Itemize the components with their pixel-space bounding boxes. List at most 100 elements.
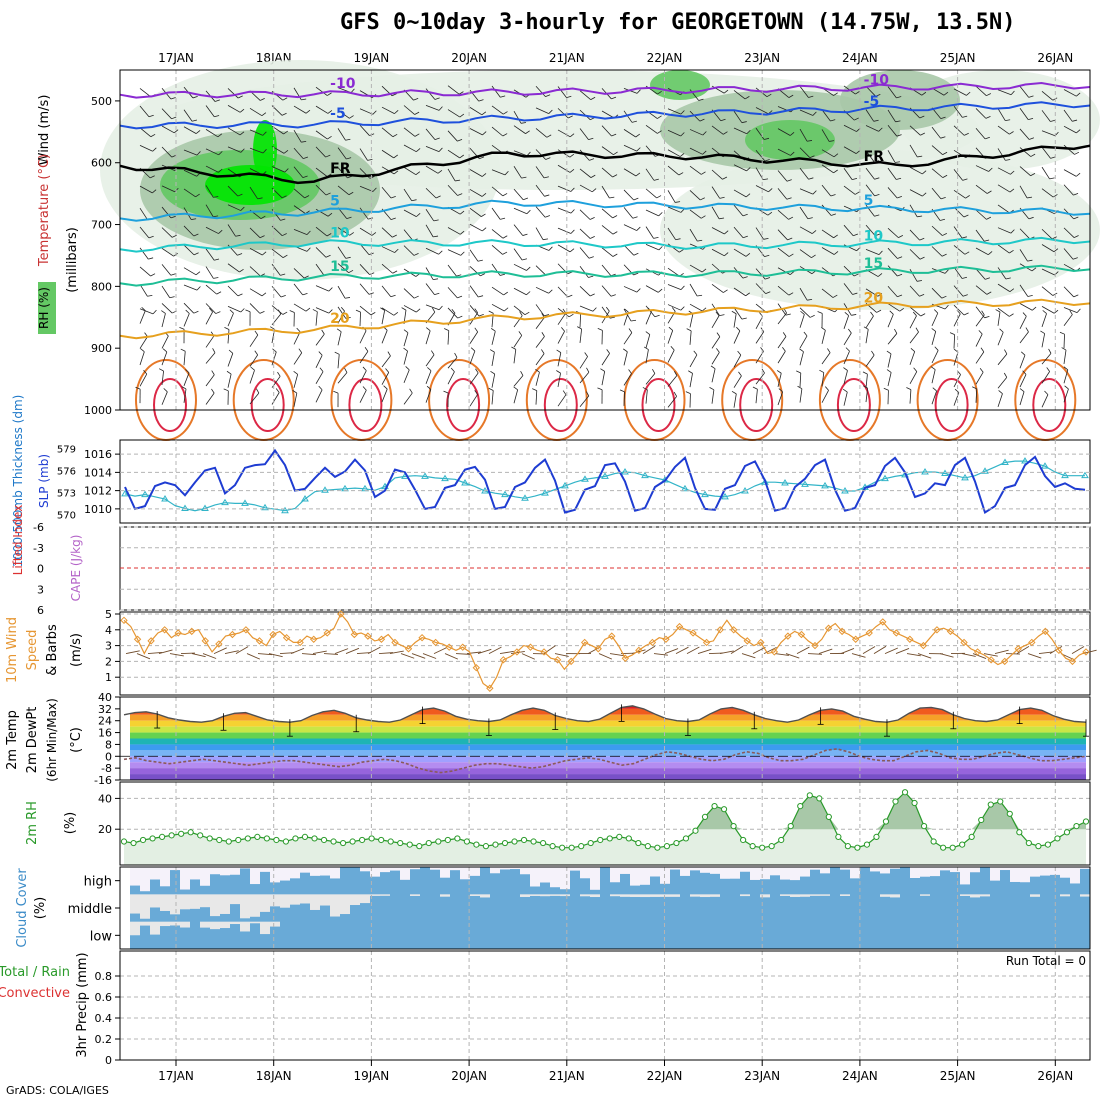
cloud-ylabel-a: Cloud Cover [15, 868, 30, 948]
cloud-clear-block [800, 867, 810, 877]
cloud-clear-block [410, 894, 420, 896]
wind-barb [425, 224, 434, 238]
wind-barb [601, 264, 612, 276]
wind-barb-flag [610, 316, 616, 319]
wind-barb-flag [827, 348, 831, 353]
wind-barb-flag [345, 138, 351, 141]
wind-barb [403, 392, 413, 405]
wind-barb-flag [392, 133, 398, 138]
wind-barb-flag [658, 288, 663, 293]
thickness-point [221, 498, 229, 506]
rh2m-point [359, 836, 366, 844]
wind-barb-flag [569, 169, 575, 173]
wind-barb-flag [833, 251, 839, 255]
wind-barb-flag [303, 275, 309, 279]
cloud-clear-block [130, 894, 140, 914]
wind10-barb [499, 650, 514, 655]
wind-barb-flag [196, 286, 201, 291]
wind10-point [973, 648, 982, 656]
cloud-clear-block [470, 867, 480, 876]
wind-barb-flag [435, 195, 441, 199]
wind-barb [667, 349, 675, 363]
wind-barb [183, 244, 195, 256]
wind-barb [799, 188, 814, 195]
wind-barb [513, 349, 517, 364]
cloud-clear-block [650, 894, 660, 897]
wind10-barb [730, 645, 744, 654]
wind-barb [1019, 374, 1027, 388]
cloud-clear-block [260, 921, 270, 935]
wind-barb [667, 149, 681, 157]
wind-barb-flag [214, 99, 220, 102]
wind-barb [183, 225, 195, 237]
wind-barb-flag [916, 280, 923, 282]
contour-label: 20 [330, 311, 350, 327]
wind10-barb [246, 653, 261, 660]
wind-barb [755, 283, 766, 294]
wind10-point [784, 632, 792, 640]
wind-barb-flag [722, 176, 728, 180]
wind-barb [425, 165, 439, 174]
cloud-clear-block [540, 894, 550, 897]
cloud-clear-block [820, 894, 830, 896]
wind-barb-flag [679, 153, 685, 157]
bottom-date-label: 26JAN [1037, 1069, 1073, 1083]
cloud-clear-block [300, 894, 310, 904]
wind10-point [906, 635, 914, 643]
wind10-barb [301, 653, 316, 656]
wind-barb-flag [556, 349, 562, 353]
wind-barb-flag [789, 132, 795, 136]
cloud-clear-block [320, 867, 330, 876]
top-date-label: 24JAN [842, 51, 878, 65]
wind-barb [953, 169, 963, 181]
wind-barb [315, 307, 330, 314]
cloud-clear-block [130, 867, 140, 886]
wind-barb-flag [898, 235, 904, 238]
wind-barb [909, 166, 923, 175]
wind10-point [228, 630, 237, 639]
wind-barb [491, 169, 506, 176]
slp-tick-label: 1012 [84, 485, 112, 498]
thickness-point [121, 489, 129, 497]
wind-barb [997, 148, 1006, 161]
wind-barb [535, 372, 540, 386]
wind-barb-flag [240, 148, 245, 153]
wind-barb-flag [502, 133, 508, 137]
thickness-point [781, 478, 789, 486]
wind-barb-flag [239, 131, 245, 136]
wind-barb-flag [369, 176, 375, 179]
wind-barb-flag [910, 347, 915, 352]
wind-barb-flag [678, 172, 684, 176]
wind-barb-flag [731, 310, 737, 315]
thickness-point [681, 484, 689, 492]
wind-barb [1041, 305, 1055, 314]
wind10-barb [147, 651, 162, 655]
wind-barb [491, 85, 501, 98]
temp2m-ylabel-b: 2m DewPt [25, 707, 40, 774]
wind-barb-flag [623, 348, 628, 353]
wind-barb [579, 168, 592, 178]
wind10-point [757, 638, 765, 647]
wind-barb-flag [799, 348, 804, 352]
wind-barb [535, 166, 545, 179]
thickness-point [981, 467, 989, 474]
wind-barb-flag [875, 233, 881, 237]
wind-barb-flag [524, 311, 530, 316]
wind-barb [909, 189, 923, 197]
wind-barb-flag [427, 367, 432, 372]
wind-barb [755, 149, 766, 162]
wind-barb-flag [1028, 216, 1034, 220]
wind-barb-flag [1048, 348, 1052, 354]
wind-barb-flag [162, 348, 168, 353]
wind10-point [743, 637, 751, 645]
wind-barb-flag [943, 91, 949, 96]
wind-barb [315, 355, 323, 368]
wind-barb [315, 333, 325, 346]
wind-barb-flag [592, 188, 597, 193]
wind-barb [425, 187, 437, 199]
wind-barb [491, 303, 505, 312]
wind-barb [1041, 268, 1055, 276]
cloud-clear-block [520, 894, 530, 897]
rh2m-point [473, 841, 480, 848]
wind-barb-flag [254, 350, 259, 356]
